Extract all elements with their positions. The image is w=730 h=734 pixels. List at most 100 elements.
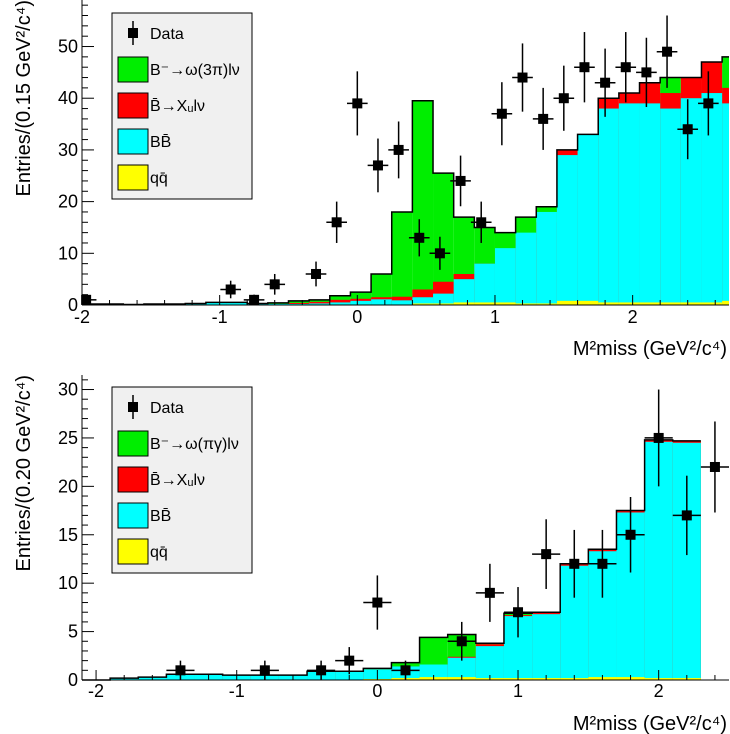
chart0-data-marker (600, 77, 611, 88)
chart0-data-point (512, 43, 533, 112)
chart0-stack-outline (82, 56, 729, 306)
chart0-x-axis-title: M²miss (GeV²/c⁴) (573, 338, 727, 360)
chart0-data-marker (352, 98, 363, 109)
chart0-legend-label: qq̄ (150, 170, 168, 187)
chart0-data-point (656, 15, 678, 88)
chart0-bbbar-bar (494, 248, 516, 305)
chart0-bbbar-bar (618, 103, 640, 305)
chart1-legend-label: qq̄ (150, 544, 168, 561)
chart1-data-point (616, 497, 645, 573)
chart0-qqbar-bar (556, 300, 578, 305)
chart1-data-marker (456, 636, 467, 647)
chart0-bbbar-bar (680, 98, 702, 305)
chart0-bbbar-bar (536, 211, 557, 305)
chart0-data-point (346, 71, 368, 136)
chart1-data-point (672, 475, 701, 556)
chart0-qqbar-bar (660, 302, 681, 305)
chart1-data-point (503, 587, 533, 638)
chart1-data-point (532, 519, 561, 589)
chart0-qqbar-bar (536, 303, 557, 305)
chart1-data-marker (484, 587, 495, 598)
chart0-data-point (615, 32, 637, 103)
chart1-y-tick-label: 10 (58, 573, 78, 593)
chart0-data-marker (703, 98, 714, 109)
chart1-data-point (363, 575, 392, 630)
chart1-y-tick-label: 25 (58, 428, 78, 448)
chart0-qqbar-bar (474, 302, 495, 305)
chart1-y-tick-label: 5 (68, 622, 78, 642)
chart0-data-marker (81, 294, 92, 305)
chart1-x-axis-title: M²miss (GeV²/c⁴) (573, 713, 727, 734)
chart0-data-point (553, 65, 575, 131)
chart0-data-marker (517, 72, 528, 83)
chart0-y-tick-label: 10 (58, 243, 78, 263)
chart0-bbbar-bar (639, 103, 661, 305)
chart0-qqbar-bar (618, 302, 640, 305)
chart1-data-point (447, 621, 476, 661)
chart0-legend-swatch (117, 128, 149, 155)
chart0-x-tick-label: -1 (212, 307, 228, 327)
chart0-qqbar-bar (639, 302, 661, 305)
chart0-qqbar-bar (412, 303, 434, 305)
chart0-data-marker (558, 93, 569, 104)
chart1-bbbar-bar (447, 657, 476, 680)
chart0-bbbar-bar (350, 300, 372, 305)
chart0-data-marker (393, 144, 404, 155)
chart0-data-marker (269, 279, 280, 290)
chart0-bbbar-bar (598, 108, 619, 305)
chart0-legend-swatch (117, 92, 149, 119)
chart0-data-marker (249, 294, 260, 305)
chart0-data-point (574, 32, 595, 103)
chart0-bbbar-bar (329, 302, 351, 305)
chart0-legend-label: BB̄ (150, 134, 171, 151)
chart0-data-marker (538, 113, 549, 124)
chart0-data-point (81, 294, 97, 305)
chart0-bbbar-bar (391, 300, 413, 305)
chart0-data-point (220, 280, 241, 299)
chart0-data-point (532, 87, 554, 150)
chart1-data-point (560, 529, 589, 598)
chart0-qqbar-bar (453, 302, 475, 305)
chart0-signal-bar (391, 211, 413, 305)
chart1-legend-swatch (117, 502, 149, 529)
chart0-data-point (243, 294, 265, 305)
chart0-legend: Data B⁻→ω(3π)lν B̄→Xᵤlν BB̄ qq̄ (111, 12, 253, 200)
chart0-data-point (388, 121, 409, 179)
chart0-data-point (491, 82, 513, 146)
chart0-bbbar-bar (185, 303, 206, 305)
chart0-data-marker (434, 248, 445, 259)
chart0-data-marker (225, 284, 236, 295)
chart1-data-marker (372, 597, 383, 608)
chart1-data-marker (400, 665, 411, 676)
chart0-x-tick-label: 2 (628, 307, 638, 327)
chart1-y-axis-title: Entries/(0.20 GeV²/c⁴) (13, 375, 35, 571)
chart1-x-tick-label: 2 (654, 681, 664, 701)
chart1-legend-marker (128, 402, 138, 412)
chart0-y-tick-label: 40 (58, 88, 78, 108)
chart1-data-point (335, 647, 364, 675)
chart1-data-point (475, 563, 504, 622)
chart1-legend-label: Data (150, 400, 184, 417)
chart0-data-marker (372, 160, 383, 171)
chart1-x-tick-label: 1 (513, 681, 523, 701)
chart1-data-marker (653, 432, 664, 443)
chart1-data-marker (541, 549, 552, 560)
chart0-data-marker (641, 67, 652, 78)
chart0-data-point (264, 273, 286, 295)
chart1-data-marker (259, 665, 270, 676)
chart0-data-marker (496, 108, 507, 119)
chart0-legend-swatch (117, 56, 149, 83)
chart1-data-point (700, 421, 729, 513)
chart0-qqbar-bar (598, 302, 619, 305)
chart0-bbbar-bar (515, 232, 537, 305)
chart1-legend: Data B⁻→ω(πγ)lν B̄→Xᵤlν BB̄ qq̄ (111, 386, 253, 574)
chart0-data-point (326, 201, 347, 243)
chart0-data-marker (682, 124, 693, 135)
chart1-x-tick-label: -1 (229, 681, 245, 701)
chart1-data-marker (513, 607, 524, 618)
chart0-qqbar-bar (722, 300, 729, 305)
chart1-y-tick-label: 20 (58, 476, 78, 496)
chart0-data-point (408, 219, 430, 257)
chart0-qqbar-bar (433, 303, 454, 305)
